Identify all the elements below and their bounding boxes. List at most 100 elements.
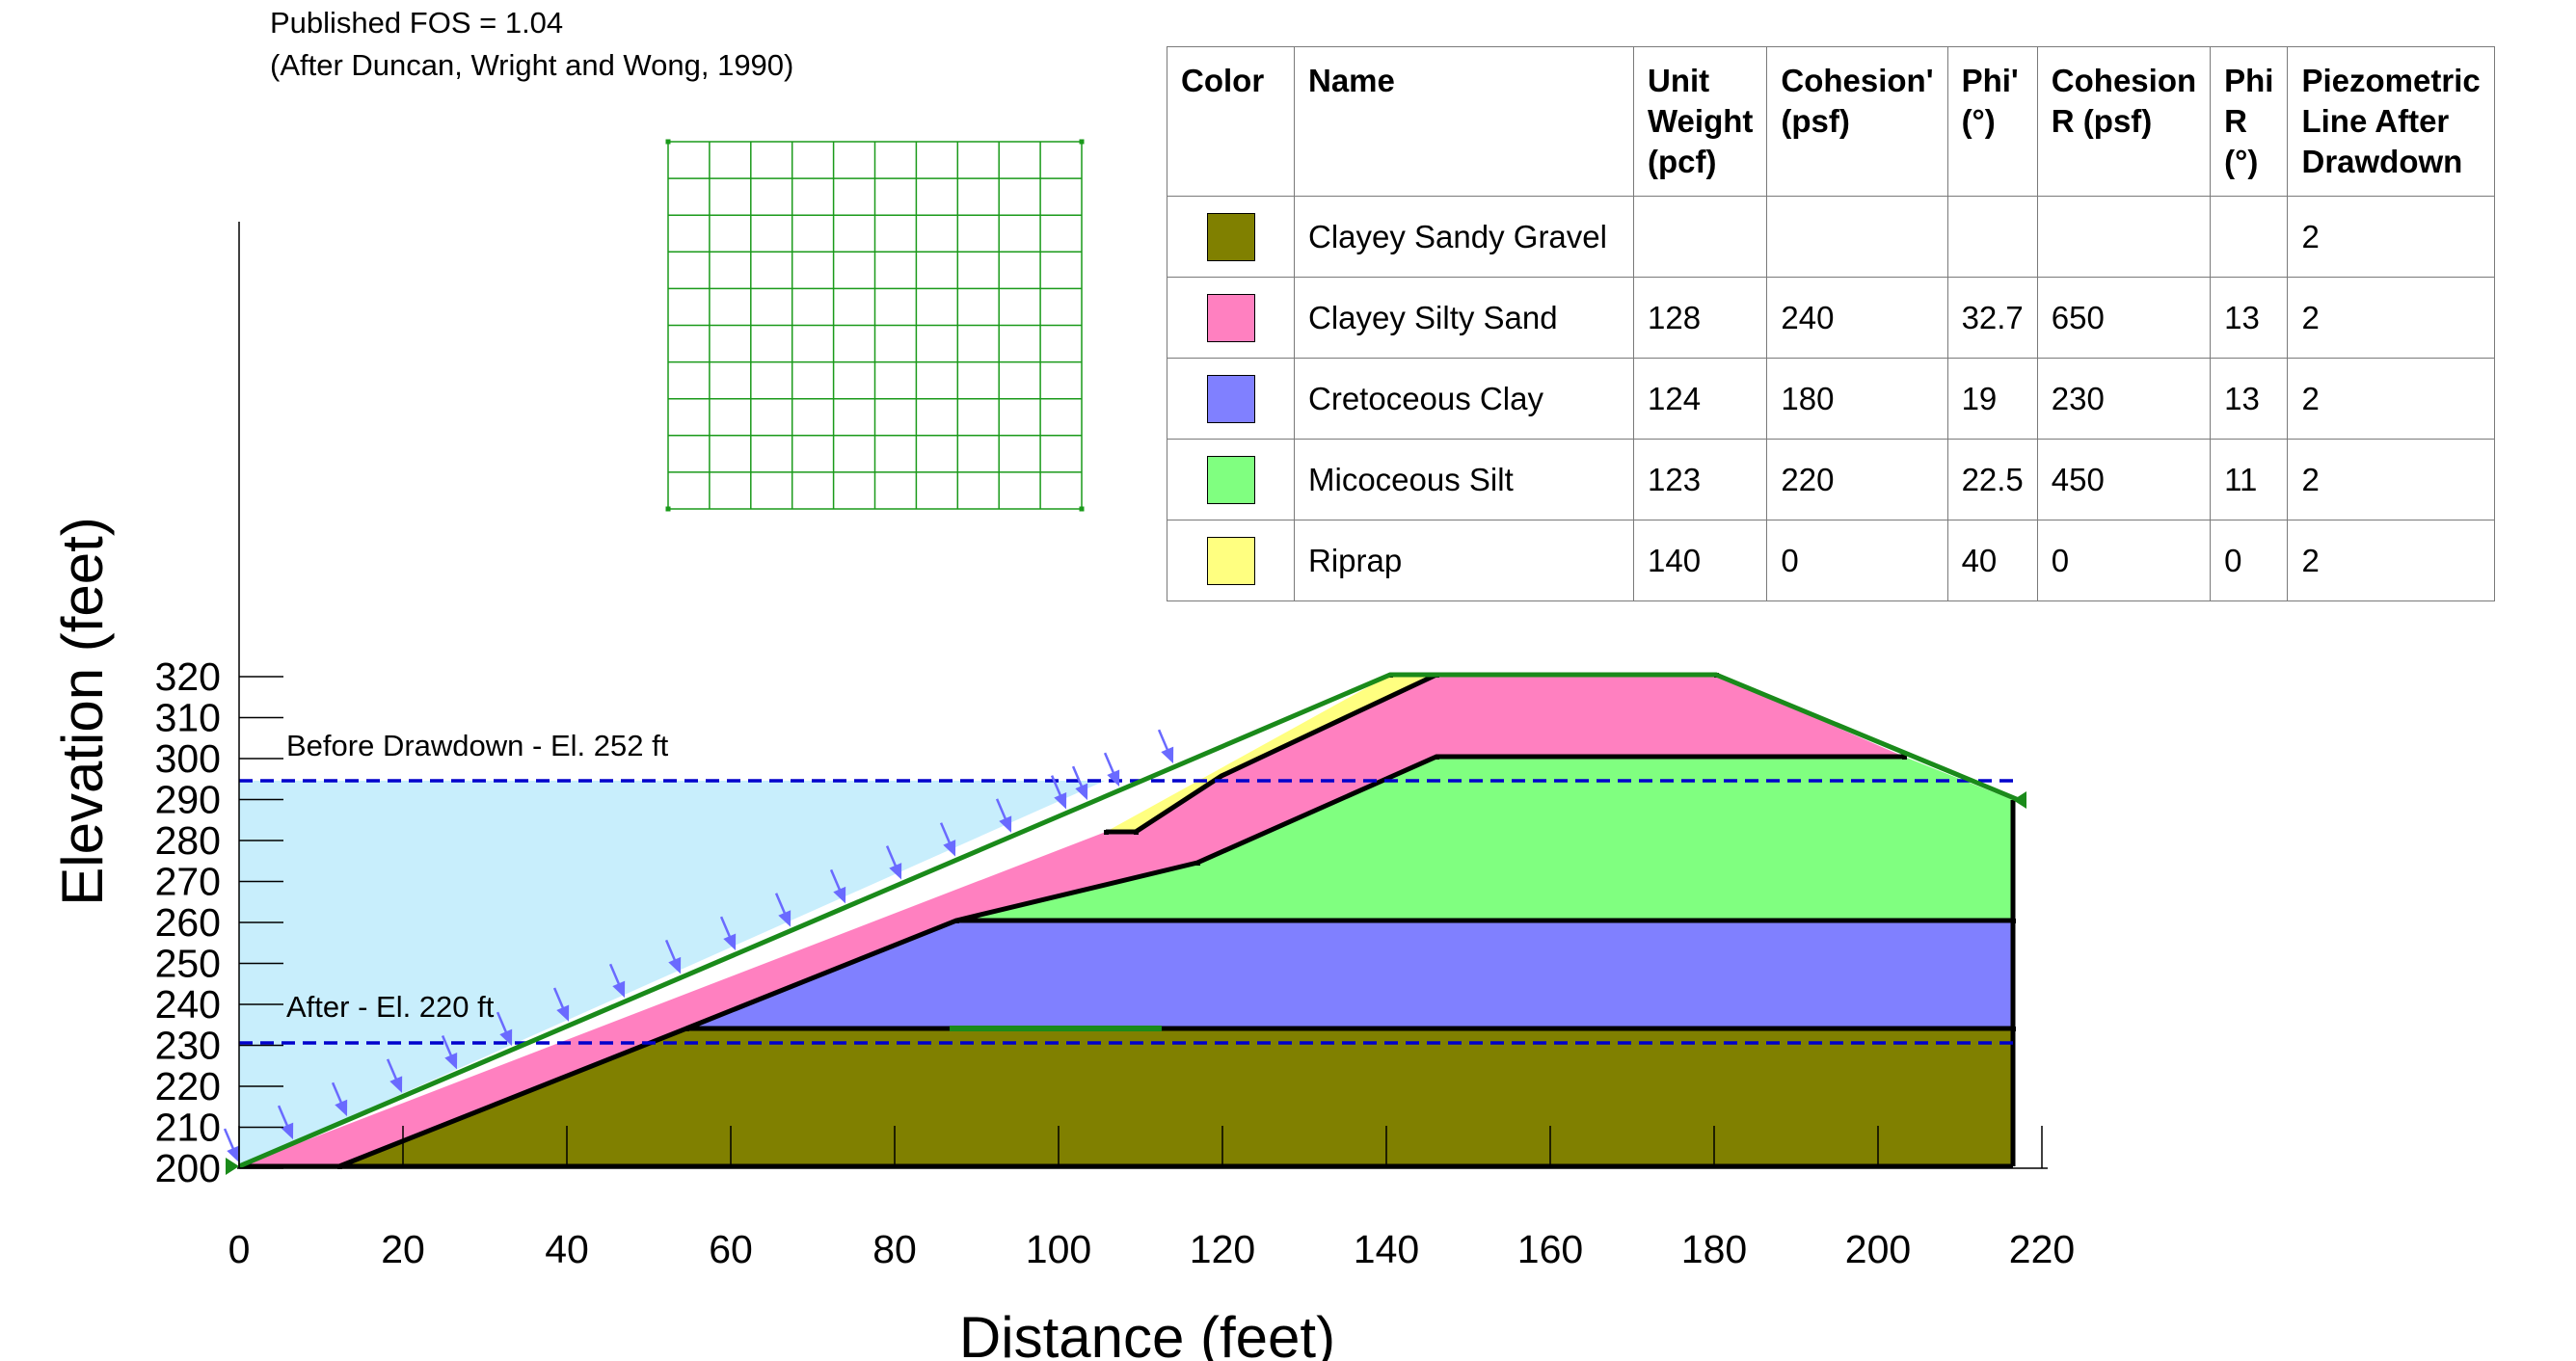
pressure-arrow [1103, 752, 1116, 777]
table-row: Riprap 140 0 40 0 0 2 [1167, 520, 2495, 601]
phi-r-cell [2210, 196, 2289, 278]
grid-corner [1079, 139, 1085, 145]
cohesion-cell [1766, 196, 1948, 278]
y-axis-title: Elevation (feet) [50, 517, 115, 906]
region-riprap [1106, 675, 1436, 832]
vertex [2011, 1027, 2016, 1031]
name-cell: Clayey Silty Sand [1294, 277, 1634, 359]
col-header-color: Color [1167, 46, 1295, 197]
reservoir-water [239, 781, 1105, 1166]
color-swatch [1206, 293, 1255, 342]
pressure-arrow [1157, 729, 1170, 754]
y-tick-label: 240 [155, 982, 221, 1027]
piezometric-cell: 2 [2287, 277, 2495, 359]
name-cell: Micoceous Silt [1294, 439, 1634, 520]
pressure-arrow [774, 893, 788, 918]
pressure-arrow-head [444, 1053, 458, 1070]
pressure-arrow [223, 1128, 236, 1153]
pressure-arrow-head [833, 886, 846, 904]
unit-weight-cell: 128 [1632, 277, 1768, 359]
pressure-arrow-head [668, 956, 682, 974]
y-tick-label: 200 [155, 1146, 221, 1190]
x-tick-label: 200 [1845, 1227, 1911, 1271]
col-header-phi-r: Phi R (°) [2210, 46, 2289, 197]
water-after-label: After - El. 220 ft [286, 990, 495, 1024]
region-cretoceous-clay [686, 921, 2013, 1028]
pressure-arrow [1071, 765, 1085, 790]
color-swatch [1206, 455, 1255, 504]
vertex [1902, 755, 1907, 760]
pressure-arrow-head [281, 1122, 294, 1140]
pressure-arrow [277, 1105, 290, 1130]
y-tick-label: 250 [155, 942, 221, 986]
pressure-arrow-head [335, 1099, 348, 1117]
y-tick-label: 230 [155, 1024, 221, 1068]
y-tick-label: 300 [155, 736, 221, 781]
vertex [954, 919, 959, 923]
water-before-label: Before Drawdown - El. 252 ft [286, 729, 669, 762]
phi-r-cell: 13 [2210, 358, 2289, 440]
pressure-arrow-head [1075, 783, 1088, 801]
phi-r-cell: 11 [2210, 439, 2289, 520]
pressure-arrow [995, 798, 1008, 823]
vertex [1104, 830, 1109, 835]
pressure-arrow-head [778, 910, 792, 927]
unit-weight-cell: 123 [1632, 439, 1768, 520]
color-cell [1167, 358, 1295, 440]
vertex [337, 1164, 342, 1169]
pressure-arrow [441, 1035, 454, 1059]
y-tick-label: 290 [155, 778, 221, 822]
material-properties-table: Color Name Unit Weight (pcf) Cohesion' (… [1167, 46, 2495, 601]
piezometric-cell: 2 [2287, 358, 2495, 440]
color-swatch [1206, 212, 1255, 261]
x-tick-label: 180 [1681, 1227, 1747, 1271]
pressure-arrow [829, 868, 843, 894]
pressure-arrow [386, 1058, 399, 1083]
cohesion-r-cell [2036, 196, 2212, 278]
x-tick-label: 140 [1354, 1227, 1419, 1271]
col-header-name: Name [1294, 46, 1634, 197]
boundary-silt-top [955, 754, 1904, 923]
phi-cell: 22.5 [1946, 439, 2038, 520]
reference-label: (After Duncan, Wright and Wong, 1990) [270, 48, 794, 82]
pressure-arrow-head [723, 933, 737, 951]
color-swatch [1206, 536, 1255, 585]
phi-cell: 40 [1946, 520, 2038, 601]
cohesion-cell: 220 [1766, 439, 1948, 520]
vertex [1195, 861, 1200, 866]
name-cell: Cretoceous Clay [1294, 358, 1634, 440]
col-header-phi: Phi' (°) [1946, 46, 2038, 197]
color-cell [1167, 439, 1295, 520]
col-header-piezometric: Piezometric Line After Drawdown [2287, 46, 2495, 197]
pressure-arrow [608, 963, 622, 988]
pressure-arrow [1050, 775, 1063, 799]
pressure-arrow [496, 1011, 509, 1036]
piezometric-cell: 2 [2287, 439, 2495, 520]
x-tick-label: 20 [381, 1227, 425, 1271]
color-cell [1167, 196, 1295, 278]
x-tick-label: 220 [2009, 1227, 2075, 1271]
phi-cell: 19 [1946, 358, 2038, 440]
pressure-arrow-head [1161, 746, 1174, 764]
pressure-arrow [331, 1081, 344, 1107]
y-tick-label: 210 [155, 1106, 221, 1150]
cohesion-cell: 240 [1766, 277, 1948, 359]
right-end-marker [2013, 791, 2026, 809]
cohesion-r-cell: 450 [2036, 439, 2212, 520]
pressure-arrow [939, 822, 953, 847]
ground-surface-line [238, 672, 2020, 1169]
x-tick-label: 60 [709, 1227, 753, 1271]
x-tick-label: 80 [872, 1227, 917, 1271]
pressure-arrow-head [227, 1145, 240, 1162]
table-row: Cretoceous Clay 124 180 19 230 13 2 [1167, 358, 2495, 440]
y-tick-label: 260 [155, 900, 221, 945]
x-ticks: 0 20 40 60 80 100 120 140 160 180 200 220 [228, 1126, 2075, 1271]
table-header-row: Color Name Unit Weight (pcf) Cohesion' (… [1167, 46, 2495, 197]
col-header-cohesion-r: Cohesion R (psf) [2036, 46, 2212, 197]
region-clayey-silty-sand [239, 675, 1904, 1166]
vertex [2011, 919, 2016, 923]
region-clayey-sandy-gravel [339, 1028, 2013, 1166]
y-tick-label: 220 [155, 1064, 221, 1108]
